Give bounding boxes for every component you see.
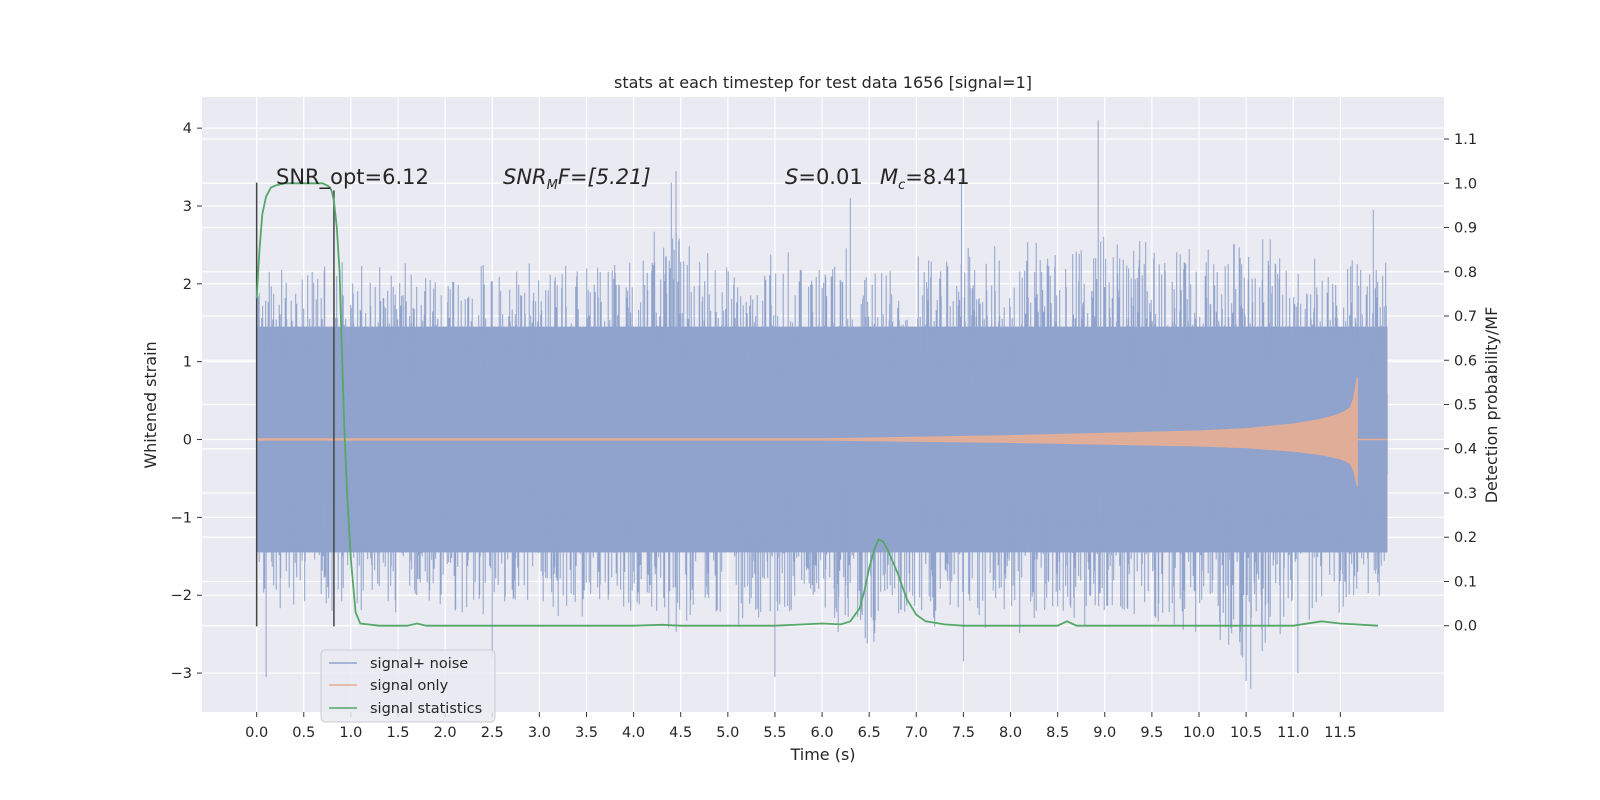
x-tick-label: 6.0 [811, 725, 834, 741]
s-value: =0.01 [798, 165, 862, 189]
x-tick-label: 9.0 [1093, 725, 1116, 741]
snr-mf-rest: F=[5.21] [558, 165, 651, 189]
x-tick-label: 9.5 [1140, 725, 1163, 741]
vertical-markers [255, 182, 335, 627]
signal-only-envelope [256, 377, 1358, 487]
snr-mf-subscript: M [547, 178, 558, 193]
y-tick-label: 2 [183, 277, 192, 293]
right-y-tick-label: 0.9 [1454, 221, 1477, 237]
x-tick-label: 10.0 [1183, 725, 1215, 741]
y-tick-label: 4 [183, 121, 192, 137]
y-axis-label: Whitened strain [141, 341, 160, 468]
right-y-tick-label: 0.0 [1454, 619, 1477, 635]
right-y-tick-label: 0.5 [1454, 398, 1477, 414]
x-tick-label: 11.0 [1277, 725, 1309, 741]
mc-annotation: Mc=8.41 [880, 165, 970, 193]
legend: signal+ noise signal only signal statist… [320, 649, 496, 723]
y-tick-label: −2 [171, 588, 192, 604]
x-tick-label: 2.0 [434, 725, 457, 741]
snr-mf-main: SNR [503, 165, 547, 189]
snr-opt-annotation: SNR_opt=6.12 [276, 165, 429, 190]
x-tick-label: 2.5 [481, 725, 504, 741]
right-y-axis-label: Detection probability/MF [1482, 307, 1501, 504]
x-tick-label: 0.0 [245, 725, 268, 741]
legend-label-signal-only: signal only [370, 678, 449, 694]
signal-only-series [256, 377, 1388, 487]
right-y-tick-label: 0.8 [1454, 265, 1477, 281]
y-tick-label: 1 [183, 355, 192, 371]
s-annotation: S=0.01 [785, 165, 863, 189]
mc-value: =8.41 [905, 165, 969, 189]
y-axis-ticks: −3 −2 −1 0 1 2 3 4 [171, 121, 202, 682]
snr-mf-annotation: SNRMF=[5.21] [503, 165, 651, 193]
right-y-tick-label: 1.0 [1454, 176, 1477, 192]
x-tick-label: 6.5 [858, 725, 881, 741]
right-y-tick-label: 0.2 [1454, 530, 1477, 546]
x-tick-label: 4.5 [669, 725, 692, 741]
y-tick-label: −3 [171, 666, 192, 682]
signal-statistics-line [255, 182, 1379, 627]
mc-symbol: M [880, 165, 898, 189]
x-axis-ticks: 0.0 0.5 1.0 1.5 2.0 2.5 3.0 3.5 4.0 4.5 5.0 5.5 6.0 6… [245, 712, 1356, 741]
right-y-axis-ticks: 0.0 0.1 0.2 0.3 0.4 0.5 0.6 0.7 0.8 0.9 1.0 1.1 [1444, 132, 1477, 635]
s-symbol: S [785, 165, 798, 189]
legend-label-signal-statistics: signal statistics [370, 701, 482, 717]
x-tick-label: 5.0 [716, 725, 739, 741]
y-tick-label: 0 [183, 433, 192, 449]
right-y-tick-label: 0.6 [1454, 353, 1477, 369]
right-y-tick-label: 1.1 [1454, 132, 1477, 148]
right-y-tick-label: 0.1 [1454, 574, 1477, 590]
x-tick-label: 5.5 [763, 725, 786, 741]
x-tick-label: 1.5 [386, 725, 409, 741]
x-tick-label: 1.0 [339, 725, 362, 741]
x-tick-label: 4.0 [622, 725, 645, 741]
x-tick-label: 7.0 [905, 725, 928, 741]
chart-title: stats at each timestep for test data 165… [614, 73, 1032, 92]
legend-box [320, 649, 496, 723]
y-tick-label: −1 [171, 510, 192, 526]
right-y-tick-label: 0.7 [1454, 309, 1477, 325]
x-tick-label: 0.5 [292, 725, 315, 741]
x-tick-label: 8.0 [999, 725, 1022, 741]
x-tick-label: 7.5 [952, 725, 975, 741]
x-tick-label: 8.5 [1046, 725, 1069, 741]
x-tick-label: 10.5 [1230, 725, 1262, 741]
x-tick-label: 3.0 [528, 725, 551, 741]
mc-subscript: c [898, 178, 905, 193]
right-y-tick-label: 0.3 [1454, 486, 1477, 502]
x-axis-label: Time (s) [789, 745, 855, 764]
signal-statistics-series [255, 182, 1379, 627]
legend-label-signal-noise: signal+ noise [370, 656, 468, 672]
x-tick-label: 3.5 [575, 725, 598, 741]
x-tick-label: 11.5 [1324, 725, 1356, 741]
right-y-tick-label: 0.4 [1454, 442, 1477, 458]
y-tick-label: 3 [183, 199, 192, 215]
